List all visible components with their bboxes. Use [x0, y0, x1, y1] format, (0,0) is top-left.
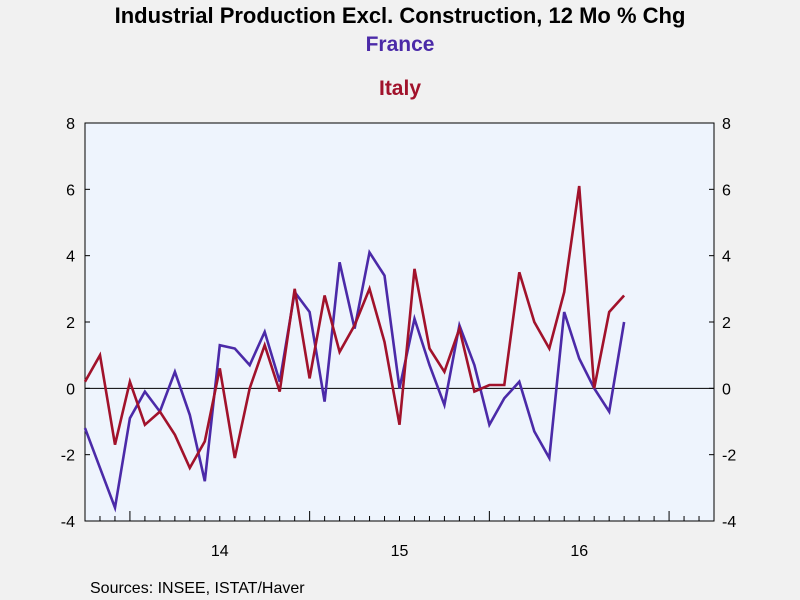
series-label-italy: Italy: [379, 77, 421, 100]
source-note: Sources: INSEE, ISTAT/Haver: [90, 580, 305, 597]
y-tick-label-right: 2: [722, 315, 731, 332]
y-tick-label-left: 4: [66, 249, 75, 266]
y-tick-label-left: 0: [66, 381, 75, 398]
y-tick-label-right: 8: [722, 116, 731, 133]
y-tick-label-left: 2: [66, 315, 75, 332]
series-label-france: France: [366, 33, 435, 56]
y-tick-label-left: -2: [61, 448, 75, 465]
y-tick-label-left: -4: [61, 514, 75, 531]
y-tick-label-right: 4: [722, 249, 731, 266]
series-line-france: [83, 248, 626, 513]
axes: -4 -4 -2 -2 0 0 2 2 4 4 6 6 8 8 14 15 16: [61, 116, 737, 560]
x-tick-label: 15: [391, 543, 409, 560]
y-tick-label-right: 0: [722, 381, 731, 398]
y-tick-label-right: -4: [722, 514, 736, 531]
y-tick-label-left: 8: [66, 116, 75, 133]
y-tick-label-right: -2: [722, 448, 736, 465]
series-line-italy: [83, 185, 626, 471]
x-tick-label: 16: [570, 543, 588, 560]
x-tick-label: 14: [211, 543, 229, 560]
plot-area: [84, 122, 715, 522]
chart-title: Industrial Production Excl. Construction…: [115, 3, 686, 28]
series-lines: [83, 185, 626, 513]
y-tick-label-right: 6: [722, 182, 731, 199]
y-tick-label-left: 6: [66, 182, 75, 199]
